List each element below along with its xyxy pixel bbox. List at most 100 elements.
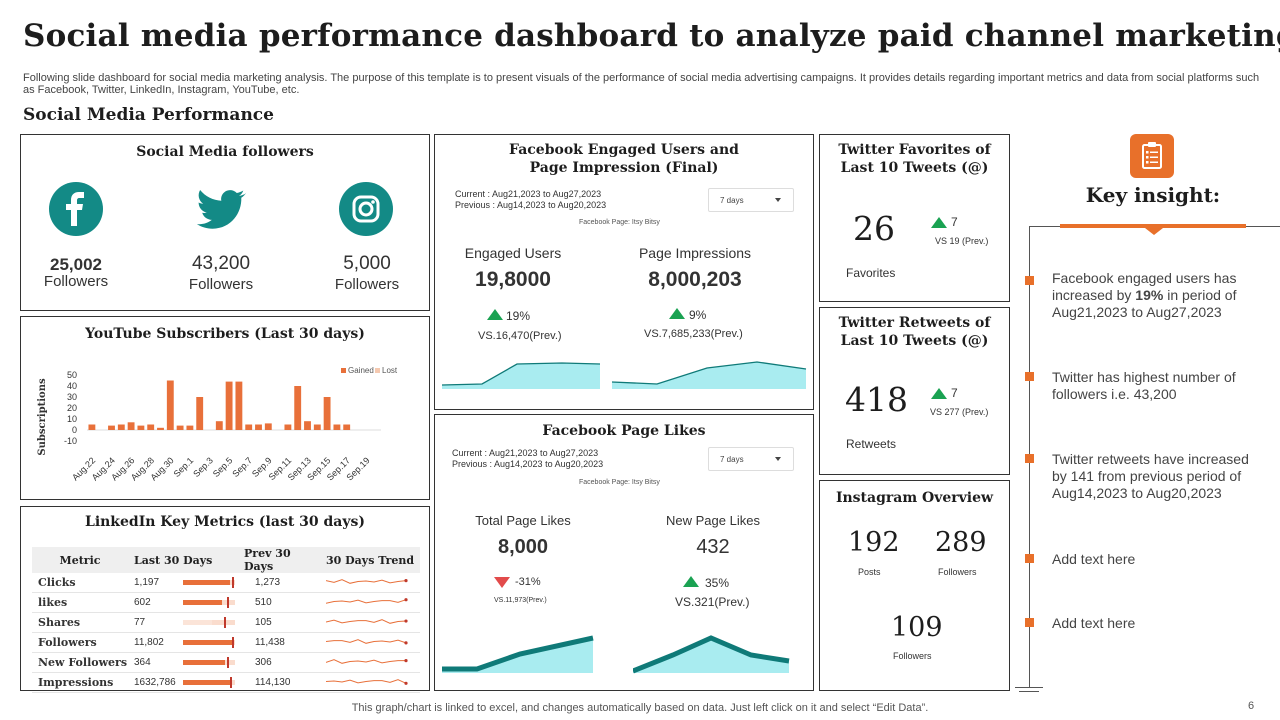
bar-gained-Sep.6 bbox=[235, 381, 243, 430]
bar-gained-Aug.24 bbox=[108, 425, 115, 430]
legend-lost-label: Lost bbox=[382, 366, 398, 375]
panel-title: LinkedIn Key Metrics (last 30 days) bbox=[84, 514, 366, 530]
bar-gained-Aug.27 bbox=[137, 425, 145, 430]
key-insight-title: Key insight: bbox=[1085, 183, 1221, 207]
facebook-likes-panel: Facebook Page Likes Current : Aug21,2023… bbox=[434, 414, 814, 691]
previous-period: Previous : Aug14,2023 to Aug20,2023 bbox=[452, 459, 604, 469]
insight-item: Add text here bbox=[1052, 615, 1136, 631]
total-likes-label: Total Page Likes bbox=[475, 513, 571, 528]
bullet-bar-fill bbox=[183, 640, 233, 646]
bar-gained-Sep.16 bbox=[333, 424, 341, 430]
total-likes-prev: VS.11,973(Prev.) bbox=[494, 597, 547, 604]
metric-name: likes bbox=[32, 592, 128, 614]
table-row: Impressions 1632,786 114,130 bbox=[32, 672, 420, 694]
y-tick-label: 10 bbox=[67, 414, 77, 424]
panel-title: Social Media followers bbox=[136, 144, 314, 160]
last-30-days-value: 364 bbox=[134, 657, 151, 669]
period-dropdown-value: 7 days bbox=[720, 455, 744, 464]
period-dropdown-value: 7 days bbox=[720, 196, 744, 205]
last-30-days-value: 1632,786 bbox=[134, 677, 176, 689]
bar-gained-Sep.9 bbox=[264, 423, 272, 430]
trend-up-icon bbox=[683, 576, 699, 587]
y-tick-label: 40 bbox=[67, 381, 77, 391]
bar-gained-Sep.13 bbox=[304, 421, 311, 430]
trend-sparkline bbox=[320, 632, 420, 654]
retweets-value: 418 bbox=[845, 380, 908, 419]
bullet-bar bbox=[183, 577, 235, 588]
last-30-days-cell: 1,197 bbox=[128, 573, 238, 594]
y-tick-label: 0 bbox=[72, 425, 77, 435]
bullet-bar-target bbox=[223, 617, 226, 629]
new-likes-label: New Page Likes bbox=[666, 513, 760, 528]
trend-up-icon bbox=[931, 217, 947, 228]
bar-gained-Aug.30 bbox=[166, 380, 174, 430]
bar-gained-Aug.25 bbox=[117, 424, 125, 430]
facebook-engaged-panel: Facebook Engaged Users and Page Impressi… bbox=[434, 134, 814, 410]
instagram-followers-label: Followers bbox=[334, 276, 400, 293]
bullet-bar-fill bbox=[183, 580, 230, 585]
engaged-users-change: 19% bbox=[506, 309, 531, 323]
insight-item: Add text here bbox=[1052, 551, 1136, 567]
period-dropdown[interactable]: 7 days bbox=[708, 188, 794, 212]
bar-gained-Sep.11 bbox=[284, 424, 292, 430]
prev-30-days-value: 105 bbox=[238, 612, 320, 634]
prev-30-days-value: 11,438 bbox=[238, 632, 320, 654]
insight-item: Facebook engaged users has increased by … bbox=[1052, 270, 1237, 320]
trend-sparkline bbox=[320, 652, 420, 674]
insight-timeline-base2 bbox=[1019, 691, 1039, 692]
last-30-days-cell: 11,802 bbox=[128, 632, 238, 654]
previous-period: Previous : Aug14,2023 to Aug20,2023 bbox=[455, 200, 607, 210]
page-impressions-prev: VS.7,685,233(Prev.) bbox=[644, 328, 743, 340]
y-axis-label: Subscriptions bbox=[37, 378, 48, 456]
insight-item: Twitter has highest number of followers … bbox=[1052, 369, 1236, 402]
panel-title: Twitter Favorites of Last 10 Tweets (@) bbox=[838, 142, 991, 176]
linkedin-panel: LinkedIn Key Metrics (last 30 days) Metr… bbox=[20, 506, 430, 694]
trend-sparkline bbox=[320, 592, 420, 614]
total-likes-value: 8,000 bbox=[497, 536, 549, 558]
trend-sparkline bbox=[320, 573, 420, 594]
bullet-bar bbox=[183, 617, 235, 629]
y-tick-label: 30 bbox=[67, 392, 77, 402]
y-tick-label: 50 bbox=[67, 370, 77, 380]
retweets-label: Retweets bbox=[846, 437, 897, 451]
instagram-followers-label: Followers bbox=[938, 567, 977, 577]
prev-30-days-value: 510 bbox=[238, 592, 320, 614]
last-30-days-value: 1,197 bbox=[134, 577, 160, 589]
bar-gained-Aug.28 bbox=[147, 424, 155, 430]
engaged-users-prev: VS.16,470(Prev.) bbox=[478, 330, 562, 342]
current-period: Current : Aug21,2023 to Aug27,2023 bbox=[455, 189, 602, 199]
facebook-page-name: Facebook Page: Itsy Bitsy bbox=[579, 219, 660, 226]
table-row: Clicks 1,197 1,273 bbox=[32, 573, 420, 594]
trend-up-icon bbox=[669, 308, 685, 319]
metric-name: Shares bbox=[32, 612, 128, 634]
page-impressions-change: 9% bbox=[689, 308, 707, 322]
instagram-followers2-value: 109 bbox=[891, 612, 943, 643]
legend-gained-swatch bbox=[341, 368, 346, 373]
metric-name: Clicks bbox=[32, 573, 128, 594]
bullet-bar-target bbox=[229, 677, 232, 689]
bullet-bar-target bbox=[232, 637, 235, 649]
new-likes-prev: VS.321(Prev.) bbox=[675, 595, 750, 609]
panel-title: Instagram Overview bbox=[835, 490, 994, 506]
twitter-followers-count: 43,200 bbox=[191, 253, 251, 274]
page-impressions-sparkline bbox=[612, 361, 807, 389]
period-dropdown[interactable]: 7 days bbox=[708, 447, 794, 471]
favorites-prev: VS 19 (Prev.) bbox=[935, 236, 989, 246]
panel-title: Facebook Page Likes bbox=[542, 423, 706, 439]
bullet-bar-target bbox=[232, 577, 235, 588]
insight-accent-bar bbox=[1060, 224, 1246, 228]
bar-gained-Sep.5 bbox=[225, 381, 233, 430]
bullet-bar bbox=[183, 677, 235, 689]
insight-timeline-base bbox=[1015, 687, 1043, 688]
social-followers-panel: Social Media followers 25,002 Followers … bbox=[20, 134, 430, 311]
bar-gained-Sep.14 bbox=[313, 424, 321, 430]
col-header-trend: 30 Days Trend bbox=[320, 547, 420, 573]
page-title: Social media performance dashboard to an… bbox=[23, 18, 1280, 54]
last-30-days-value: 11,802 bbox=[134, 637, 164, 649]
last-30-days-cell: 602 bbox=[128, 592, 238, 614]
legend-gained-label: Gained bbox=[348, 366, 374, 375]
bar-gained-Sep.7 bbox=[245, 424, 253, 430]
table-row: New Followers 364 306 bbox=[32, 652, 420, 674]
facebook-followers-count: 25,002 bbox=[50, 255, 102, 274]
bar-gained-Aug.22 bbox=[88, 424, 96, 430]
